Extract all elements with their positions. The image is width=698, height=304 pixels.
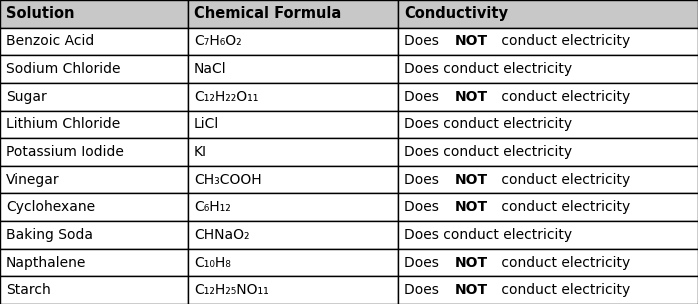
Text: NOT: NOT [454,283,488,297]
Text: LiCl: LiCl [194,117,219,131]
Bar [0,249,188,276]
Text: Does: Does [404,90,443,104]
Text: Does: Does [404,200,443,214]
Text: Does conduct electricity: Does conduct electricity [404,117,572,131]
Bar [0,28,188,55]
Text: CH₃COOH: CH₃COOH [194,173,262,187]
Text: NOT: NOT [454,90,488,104]
Text: Does: Does [404,173,443,187]
Text: Does: Does [404,283,443,297]
Text: conduct electricity: conduct electricity [498,256,630,270]
Bar [188,193,398,221]
Bar [0,111,188,138]
Text: Does conduct electricity: Does conduct electricity [404,228,572,242]
Text: conduct electricity: conduct electricity [498,90,630,104]
Bar [188,166,398,193]
Text: NOT: NOT [454,256,488,270]
Text: conduct electricity: conduct electricity [498,200,630,214]
Text: Conductivity: Conductivity [404,6,508,21]
Text: NOT: NOT [454,34,488,48]
Bar [0,83,188,111]
Text: conduct electricity: conduct electricity [498,173,630,187]
Bar [188,55,398,83]
Bar [398,193,698,221]
Text: Does: Does [404,34,443,48]
Bar [0,221,188,249]
Text: Does conduct electricity: Does conduct electricity [404,145,572,159]
Text: Sugar: Sugar [6,90,47,104]
Bar [0,0,188,28]
Text: conduct electricity: conduct electricity [498,283,630,297]
Text: CHNaO₂: CHNaO₂ [194,228,249,242]
Text: Does conduct electricity: Does conduct electricity [404,62,572,76]
Bar [398,0,698,28]
Text: conduct electricity: conduct electricity [498,34,630,48]
Bar [0,193,188,221]
Bar [398,249,698,276]
Bar [398,276,698,304]
Bar [398,28,698,55]
Bar [0,166,188,193]
Bar [398,138,698,166]
Text: Cyclohexane: Cyclohexane [6,200,95,214]
Text: Vinegar: Vinegar [6,173,59,187]
Text: Does: Does [404,256,443,270]
Text: NOT: NOT [454,200,488,214]
Text: C₁₀H₈: C₁₀H₈ [194,256,231,270]
Bar [188,138,398,166]
Text: NOT: NOT [454,173,488,187]
Bar [188,28,398,55]
Text: Benzoic Acid: Benzoic Acid [6,34,94,48]
Bar [188,83,398,111]
Text: Napthalene: Napthalene [6,256,87,270]
Text: Solution: Solution [6,6,75,21]
Bar [398,83,698,111]
Text: Sodium Chloride: Sodium Chloride [6,62,121,76]
Bar [398,111,698,138]
Text: NaCl: NaCl [194,62,227,76]
Bar [188,0,398,28]
Bar [398,221,698,249]
Bar [188,249,398,276]
Text: C₇H₆O₂: C₇H₆O₂ [194,34,242,48]
Bar [0,276,188,304]
Text: KI: KI [194,145,207,159]
Bar [188,221,398,249]
Text: C₆H₁₂: C₆H₁₂ [194,200,231,214]
Text: Potassium Iodide: Potassium Iodide [6,145,124,159]
Bar [188,276,398,304]
Bar [398,55,698,83]
Bar [188,111,398,138]
Bar [398,166,698,193]
Text: C₁₂H₂₂O₁₁: C₁₂H₂₂O₁₁ [194,90,258,104]
Text: C₁₂H₂₅NO₁₁: C₁₂H₂₅NO₁₁ [194,283,269,297]
Text: Starch: Starch [6,283,51,297]
Bar [0,55,188,83]
Text: Baking Soda: Baking Soda [6,228,93,242]
Text: Chemical Formula: Chemical Formula [194,6,341,21]
Bar [0,138,188,166]
Text: Lithium Chloride: Lithium Chloride [6,117,120,131]
